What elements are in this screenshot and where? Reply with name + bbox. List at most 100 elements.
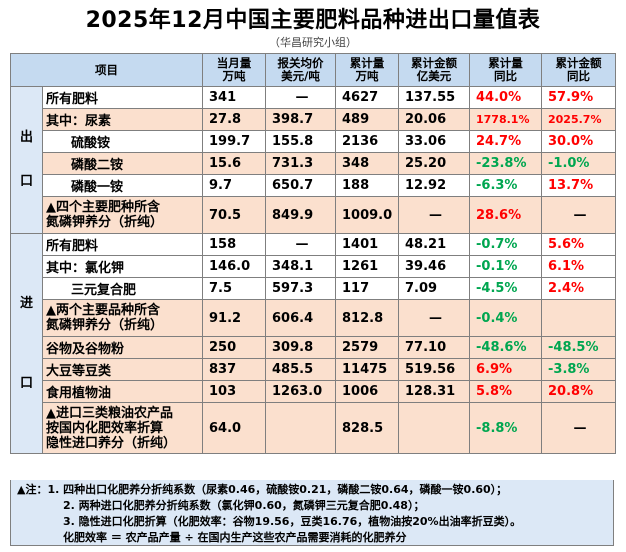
cell-value [398, 402, 470, 454]
table-row: 磷酸一铵 9.7 650.7 188 12.92 -6.3% 13.7% [11, 174, 616, 197]
cell-value: 28.6% [469, 196, 542, 234]
cell-value: 650.7 [265, 174, 336, 197]
cell-value: — [265, 233, 336, 256]
table-row: 磷酸二铵 15.6 731.3 348 25.20 -23.8% -1.0% [11, 152, 616, 175]
cell-value: 2.4% [541, 277, 616, 300]
table-row: 三元复合肥 7.5 597.3 117 7.09 -4.5% 2.4% [11, 277, 616, 300]
cell-value: 4627 [335, 86, 399, 109]
cell-value: 24.7% [469, 130, 542, 153]
cell-value: 27.8 [202, 108, 266, 131]
cell-value: 15.6 [202, 152, 266, 175]
cell-value: — [398, 196, 470, 234]
cell-value: 849.9 [265, 196, 336, 234]
cell-value: 348 [335, 152, 399, 175]
cell-value: — [398, 299, 470, 337]
row-label: 三元复合肥 [42, 277, 203, 300]
cell-value: 309.8 [265, 336, 336, 359]
cell-value: 2025.7% [541, 108, 616, 131]
header-cum-amount: 累计金额 亿美元 [398, 53, 470, 87]
note-line: ▲注：1. 四种出口化肥养分折纯系数（尿素0.46，硫酸铵0.21，磷酸二铵0.… [17, 483, 508, 496]
trade-table: 项目 当月量 万吨 报关均价 美元/吨 累计量 万吨 累计金额 亿美元 累计量 同比 累计… [10, 53, 616, 454]
cell-value: 5.6% [541, 233, 616, 256]
header-cum-volume-yoy: 累计量 同比 [469, 53, 542, 87]
cell-value: 7.5 [202, 277, 266, 300]
row-label: 食用植物油 [42, 380, 203, 403]
header-row: 项目 当月量 万吨 报关均价 美元/吨 累计量 万吨 累计金额 亿美元 累计量 同比 累计… [10, 53, 616, 87]
cell-value [265, 402, 336, 454]
import-section-label: 进口 [10, 233, 43, 454]
cell-value: 250 [202, 336, 266, 359]
cell-value: 5.8% [469, 380, 542, 403]
row-label: 磷酸一铵 [42, 174, 203, 197]
row-label: ▲两个主要品种所含 氮磷钾养分（折纯） [42, 299, 203, 337]
cell-value: -1.0% [541, 152, 616, 175]
cell-value: 146.0 [202, 255, 266, 278]
cell-value: 1006 [335, 380, 399, 403]
cell-value: -23.8% [469, 152, 542, 175]
page-subtitle: （华昌研究小组） [269, 36, 357, 49]
cell-value: -4.5% [469, 277, 542, 300]
notes-box: ▲注：1. 四种出口化肥养分折纯系数（尿素0.46，硫酸铵0.21，磷酸二铵0.… [10, 480, 614, 546]
cell-value: 103 [202, 380, 266, 403]
row-label: 所有肥料 [42, 233, 203, 256]
cell-value: 199.7 [202, 130, 266, 153]
table-row: 其中：氯化钾 146.0 348.1 1261 39.46 -0.1% 6.1% [11, 255, 616, 278]
cell-value: 597.3 [265, 277, 336, 300]
cell-value: 2136 [335, 130, 399, 153]
cell-value: 48.21 [398, 233, 470, 256]
cell-value: -6.3% [469, 174, 542, 197]
cell-value: 33.06 [398, 130, 470, 153]
cell-value: 77.10 [398, 336, 470, 359]
cell-value: 1401 [335, 233, 399, 256]
cell-value: 39.46 [398, 255, 470, 278]
cell-value: 341 [202, 86, 266, 109]
row-label: 硫酸铵 [42, 130, 203, 153]
cell-value: -3.8% [541, 358, 616, 381]
table-row: ▲进口三类粮油农产品 按国内化肥效率折算 隐性进口养分（折纯） 64.0 828.5 -8… [11, 402, 616, 454]
row-label: ▲进口三类粮油农产品 按国内化肥效率折算 隐性进口养分（折纯） [42, 402, 203, 454]
cell-value: 64.0 [202, 402, 266, 454]
cell-value: 11475 [335, 358, 399, 381]
table-row: 进口所有肥料 158—1401 48.21 -0.7% 5.6% [10, 233, 616, 454]
cell-value: -48.5% [541, 336, 616, 359]
cell-value: 188 [335, 174, 399, 197]
cell-value: 20.06 [398, 108, 470, 131]
row-label: 其中：氯化钾 [42, 255, 203, 278]
cell-value: — [265, 86, 336, 109]
cell-value: 30.0% [541, 130, 616, 153]
table-row: 其中：尿素 27.8 398.7 489 20.06 1778.1% 2025.7% [11, 108, 616, 131]
cell-value: 519.56 [398, 358, 470, 381]
cell-value: — [541, 402, 616, 454]
cell-value: -0.4% [469, 299, 542, 337]
cell-value: 128.31 [398, 380, 470, 403]
cell-value: 2579 [335, 336, 399, 359]
cell-value: -0.7% [469, 233, 542, 256]
table-row: ▲四个主要肥种所含 氮磷钾养分（折纯） 70.5 849.9 1009.0—28.6% — [11, 196, 616, 234]
table-row: 谷物及谷物粉 250 309.8 2579 77.10 -48.6% -48.5% [11, 336, 616, 359]
cell-value: 7.09 [398, 277, 470, 300]
cell-value: — [541, 196, 616, 234]
cell-value: 1778.1% [469, 108, 542, 131]
row-label: 磷酸二铵 [42, 152, 203, 175]
row-label: 所有肥料 [42, 86, 203, 109]
cell-value: 9.7 [202, 174, 266, 197]
cell-value: 1261 [335, 255, 399, 278]
table-row: 出口所有肥料 341—4627 137.55 44.0% 57.9% [10, 86, 616, 234]
cell-value: 6.9% [469, 358, 542, 381]
header-cum-amount-yoy: 累计金额 同比 [541, 53, 616, 87]
cell-value: 348.1 [265, 255, 336, 278]
cell-value: 13.7% [541, 174, 616, 197]
cell-value: 57.9% [541, 86, 616, 109]
note-line: 3. 隐性进口化肥折算（化肥效率：谷物19.56，豆类16.76，植物油按20%… [63, 515, 522, 528]
cell-value: -48.6% [469, 336, 542, 359]
cell-value: 44.0% [469, 86, 542, 109]
cell-value: 606.4 [265, 299, 336, 337]
row-label: 谷物及谷物粉 [42, 336, 203, 359]
table-row: 大豆等豆类 837 485.5 11475 519.56 6.9% -3.8% [11, 358, 616, 381]
cell-value: 828.5 [335, 402, 399, 454]
cell-value: -0.1% [469, 255, 542, 278]
header-item: 项目 [10, 53, 203, 87]
table-row: 硫酸铵 199.7 155.8 2136 33.06 24.7% 30.0% [11, 130, 616, 153]
header-month-volume: 当月量 万吨 [202, 53, 266, 87]
cell-value: 91.2 [202, 299, 266, 337]
